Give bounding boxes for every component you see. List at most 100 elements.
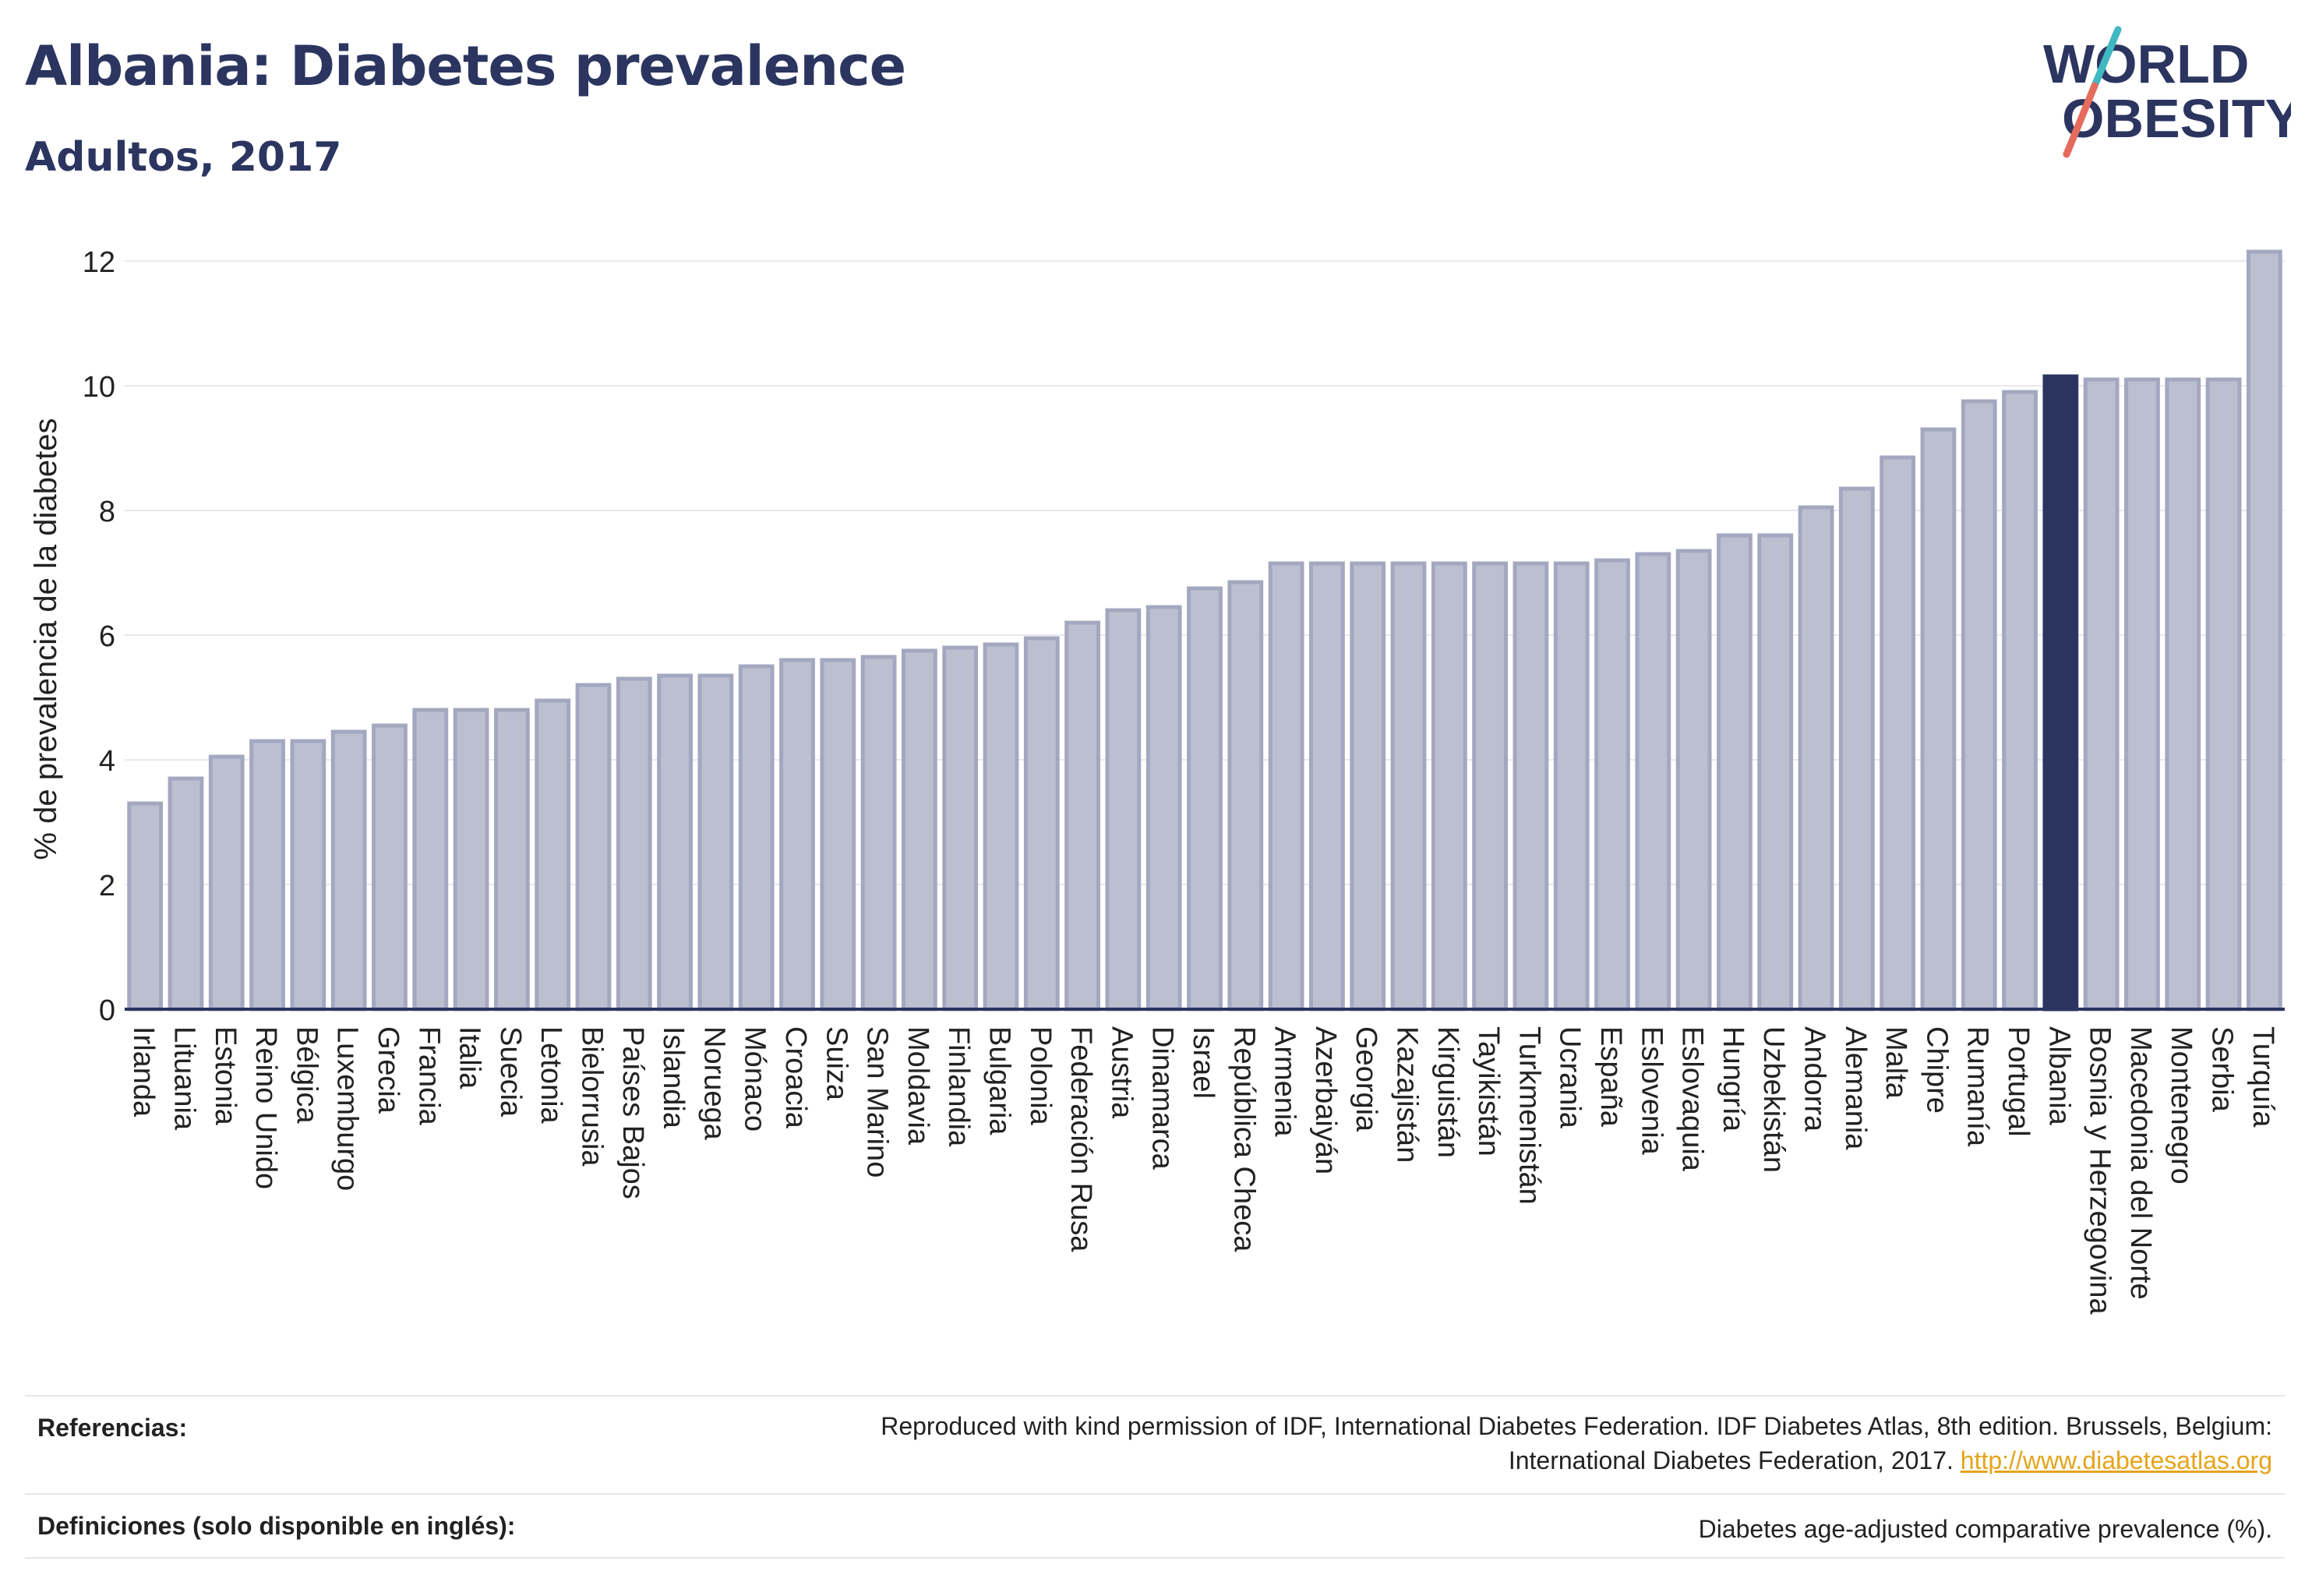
references-line-2: International Diabetes Federation, 2017.… — [881, 1443, 2272, 1478]
footer-divider-middle — [25, 1493, 2285, 1495]
bar — [616, 676, 652, 1012]
x-tick-label: Montenegro — [2165, 1026, 2197, 1185]
references-line-2-text: International Diabetes Federation, 2017. — [1508, 1446, 1954, 1474]
x-tick-label: Grecia — [372, 1026, 404, 1114]
bar — [2165, 377, 2201, 1012]
footer-divider-bottom — [25, 1557, 2285, 1559]
bar — [820, 658, 856, 1012]
bar — [2002, 390, 2038, 1012]
bar — [535, 698, 571, 1012]
x-tick-label: Austria — [1105, 1026, 1138, 1119]
x-tick-label: Suiza — [820, 1026, 852, 1101]
x-tick-label: Polonia — [1024, 1026, 1057, 1126]
x-tick-label: Bosnia y Herzegovina — [2084, 1026, 2116, 1315]
definitions-label: Definiciones (solo disponible en inglés)… — [37, 1512, 516, 1540]
x-tick-label: Armenia — [1269, 1026, 1301, 1137]
bar — [1145, 605, 1182, 1012]
bar — [330, 729, 367, 1012]
bar — [1350, 561, 1386, 1012]
x-tick-label: Macedonia del Norte — [2124, 1026, 2157, 1300]
x-tick-label: Albania — [2042, 1026, 2075, 1126]
x-tick-label: Tayikistán — [1472, 1026, 1505, 1156]
bar — [1472, 561, 1509, 1012]
bar — [1023, 636, 1060, 1012]
x-tick-label: Alemania — [1839, 1026, 1872, 1150]
y-tick-label: 2 — [99, 870, 115, 902]
bar — [1920, 427, 1957, 1012]
bar — [575, 683, 612, 1012]
references-label: Referencias: — [37, 1414, 188, 1442]
x-tick-label: Croacia — [779, 1026, 812, 1129]
bar — [1717, 533, 1753, 1012]
bar — [1838, 486, 1875, 1012]
bar — [1513, 561, 1549, 1012]
bar — [1431, 561, 1467, 1012]
references-line-1: Reproduced with kind permission of IDF, … — [881, 1412, 2272, 1440]
x-tick-label: San Marino — [861, 1026, 894, 1178]
chart-title: Albania: Diabetes prevalence — [25, 34, 906, 98]
bar-highlighted — [2042, 374, 2079, 1012]
x-tick-label: Hungría — [1717, 1026, 1749, 1132]
x-tick-label: Azerbaiyán — [1309, 1026, 1342, 1174]
bar — [412, 708, 449, 1012]
x-tick-label: Kazajistán — [1391, 1026, 1424, 1163]
x-tick-label: Rumanía — [1961, 1026, 1994, 1147]
y-axis-label: % de prevalencia de la diabetes — [29, 418, 63, 860]
x-tick-label: Andorra — [1798, 1026, 1831, 1132]
x-tick-label: Ucrania — [1554, 1026, 1587, 1129]
bar — [1064, 620, 1100, 1012]
logo-slash-teal — [2091, 26, 2122, 90]
x-tick-label: Serbia — [2206, 1026, 2239, 1113]
references-row: Referencias: Reproduced with kind permis… — [25, 1409, 2285, 1487]
axes: 0 2 4 6 8 10 12 Irlanda Lituania Estonia Reino Uni… — [83, 246, 2285, 1315]
y-tick-label: 10 — [83, 371, 115, 404]
bar — [657, 673, 693, 1012]
x-tick-label: Finlandia — [942, 1026, 975, 1147]
x-tick-label: Luxemburgo — [331, 1026, 364, 1191]
bar — [697, 673, 734, 1012]
x-tick-label: Islandia — [657, 1026, 690, 1129]
x-tick-label: Reino Unido — [249, 1026, 282, 1189]
x-tick-label: España — [1594, 1026, 1627, 1128]
x-tick-label: Turquía — [2247, 1026, 2279, 1128]
y-tick-label: 6 — [99, 620, 115, 653]
bar — [901, 648, 937, 1012]
x-tick-label: Lituania — [168, 1026, 200, 1131]
x-tick-label: Francia — [412, 1026, 445, 1126]
x-tick-label: Eslovaquia — [1676, 1026, 1709, 1172]
bar — [127, 801, 164, 1012]
bar — [1757, 533, 1794, 1012]
x-tick-label: Moldavia — [902, 1026, 934, 1146]
x-tick-label: Estonia — [209, 1026, 242, 1126]
footer-divider-top — [25, 1395, 2285, 1396]
x-tick-label: Bélgica — [290, 1026, 323, 1124]
bar — [2083, 377, 2120, 1012]
references-text: Reproduced with kind permission of IDF, … — [881, 1409, 2272, 1478]
y-tick-label: 4 — [99, 745, 115, 778]
bar — [1635, 552, 1671, 1012]
bar — [2205, 377, 2242, 1012]
bar — [983, 642, 1019, 1012]
definitions-row: Definiciones (solo disponible en inglés)… — [25, 1512, 2285, 1551]
x-tick-label: Georgia — [1350, 1026, 1382, 1132]
bar — [1227, 580, 1264, 1012]
x-tick-label: Uzbekistán — [1757, 1026, 1790, 1173]
logo-word-obesity: OBESITY — [2062, 88, 2291, 149]
x-tick-label: Suecia — [494, 1026, 527, 1118]
x-tick-label: Dinamarca — [1146, 1026, 1179, 1171]
bar — [1675, 549, 1712, 1012]
bar — [779, 658, 815, 1012]
y-tick-label: 8 — [99, 496, 115, 528]
x-tick-label: Israel — [1187, 1026, 1220, 1099]
x-tick-label: Letonia — [535, 1026, 567, 1125]
x-tick-label: Países Bajos — [616, 1026, 649, 1199]
bar — [372, 723, 408, 1012]
logo-slash-red — [2063, 82, 2099, 158]
diabetes-atlas-link[interactable]: http://www.diabetesatlas.org — [1960, 1446, 2272, 1474]
bar — [860, 655, 897, 1012]
bar — [290, 739, 327, 1012]
x-tick-label: Italia — [454, 1026, 486, 1089]
bar — [1553, 561, 1590, 1012]
chart-subtitle: Adultos, 2017 — [25, 134, 342, 181]
x-tick-label: Noruega — [697, 1026, 730, 1141]
